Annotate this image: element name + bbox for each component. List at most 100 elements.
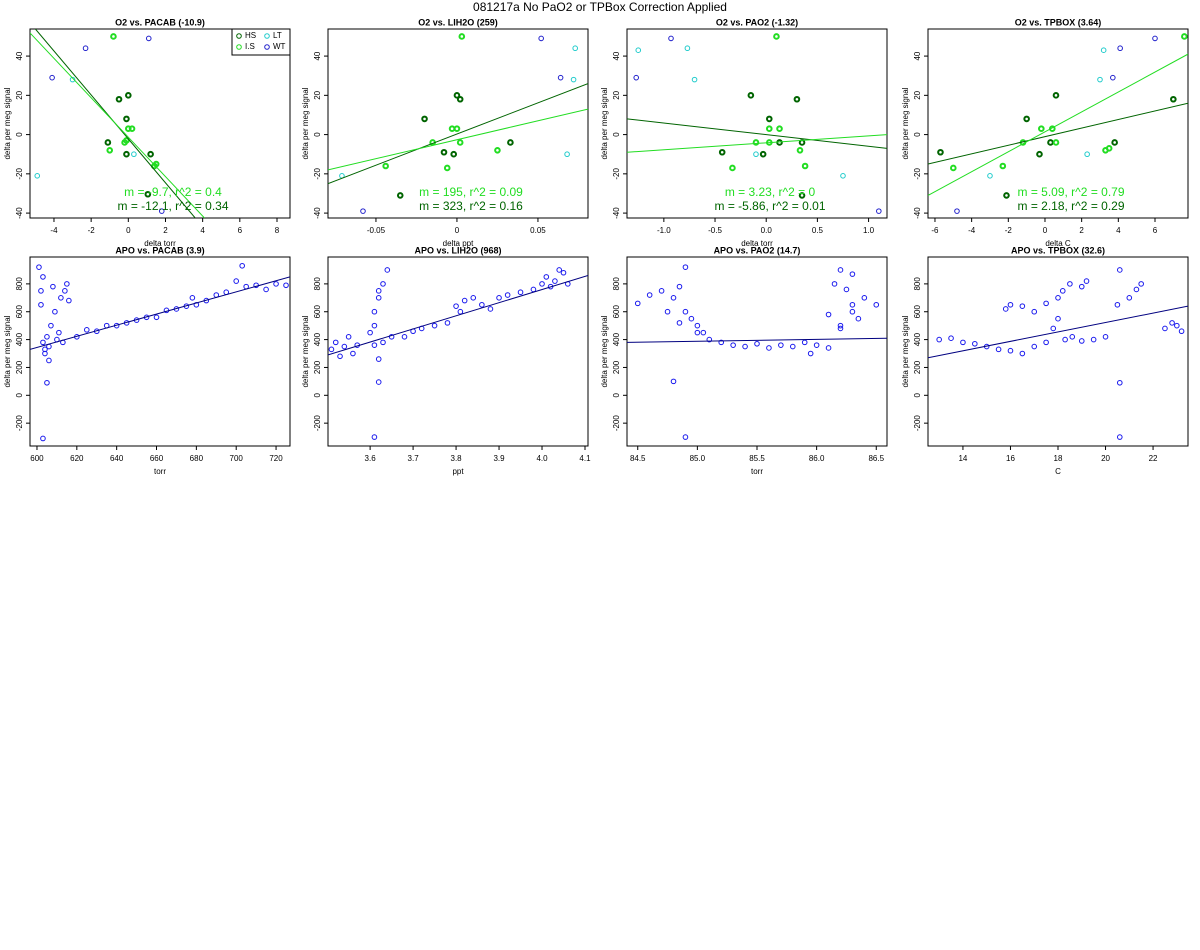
point (49, 74, 55, 81)
point (1110, 74, 1116, 81)
legend-label: LT (273, 31, 282, 40)
y-tick-label: 200 (913, 360, 922, 374)
point (646, 292, 653, 298)
point (239, 262, 245, 269)
y-tick-label: 200 (15, 360, 24, 374)
point (837, 325, 844, 332)
fit-line (30, 276, 290, 350)
fit-line (928, 305, 1188, 359)
legend-box (231, 28, 291, 56)
plot-area (328, 267, 588, 440)
point (401, 334, 408, 340)
point (706, 336, 713, 343)
point (106, 146, 114, 154)
x-tick-label: 620 (70, 454, 84, 463)
point (375, 288, 382, 294)
y-tick-label: -20 (612, 168, 621, 180)
fit-line (928, 53, 1188, 196)
x-tick-label: 22 (1149, 454, 1158, 463)
annotation: m = -9.7, r^2 = 0.4 (124, 185, 222, 199)
plot-area (30, 262, 290, 442)
y-tick-label: 0 (313, 132, 322, 137)
point (937, 148, 944, 156)
x-tick-label: 84.5 (630, 454, 646, 463)
x-tick-label: 3.7 (408, 454, 420, 463)
y-tick-label: -200 (612, 415, 621, 432)
point (1090, 336, 1097, 343)
point (825, 311, 832, 318)
y-tick-label: 400 (15, 332, 24, 346)
point (1116, 434, 1123, 440)
point (729, 164, 736, 172)
point (849, 271, 856, 277)
point (337, 353, 343, 360)
point (948, 335, 954, 341)
y-tick-label: 0 (15, 132, 24, 137)
x-tick-label: 680 (190, 454, 204, 463)
x-tick-label: -0.5 (708, 226, 722, 235)
point (158, 208, 165, 214)
point (700, 329, 707, 336)
point (876, 208, 882, 214)
y-tick-label: 800 (313, 277, 322, 291)
y-tick-label: -20 (313, 168, 322, 180)
plot-frame (927, 28, 1189, 219)
point (396, 192, 404, 199)
point (765, 125, 773, 133)
point (1138, 281, 1144, 287)
point (443, 164, 451, 172)
plot-frame (927, 256, 1189, 447)
x-axis-label: delta torr (144, 239, 176, 248)
point (388, 334, 395, 340)
x-tick-label: -4 (968, 226, 976, 235)
x-tick-label: 720 (269, 454, 283, 463)
point (144, 190, 152, 198)
y-tick-label: -40 (913, 207, 922, 219)
x-tick-label: 1.0 (863, 226, 875, 235)
point (766, 345, 772, 351)
point (371, 308, 378, 315)
point (40, 339, 46, 346)
y-tick-label: 0 (913, 132, 922, 137)
y-tick-label: 800 (612, 277, 621, 291)
y-axis-label: delta per meg signal (301, 87, 310, 159)
point (682, 434, 689, 440)
point (494, 146, 501, 154)
point (789, 343, 796, 350)
panel-title: O2 vs. PAO2 (-1.32) (716, 17, 798, 27)
point (691, 76, 698, 83)
figure-title: 081217a No PaO2 or TPBox Correction Appl… (473, 0, 727, 14)
point (1036, 150, 1043, 158)
point (793, 95, 801, 103)
x-axis-label: delta C (1045, 239, 1071, 248)
y-tick-label: -40 (313, 207, 322, 219)
y-tick-label: 600 (313, 305, 322, 319)
point (1055, 295, 1061, 301)
x-tick-label: 0 (1043, 226, 1048, 235)
point (283, 282, 289, 289)
point (371, 434, 378, 440)
panel: O2 vs. LIH2O (259) delta ppt delta per meg… (301, 17, 589, 248)
y-tick-label: 400 (913, 332, 922, 346)
point (147, 150, 154, 158)
point (189, 295, 196, 301)
point (718, 339, 725, 346)
point (131, 151, 137, 158)
x-tick-label: 18 (1054, 454, 1063, 463)
annotation: m = 195, r^2 = 0.09 (419, 185, 523, 199)
point (837, 267, 844, 273)
x-tick-label: 0.0 (761, 226, 773, 235)
point (1002, 306, 1009, 312)
point (1083, 278, 1090, 284)
y-tick-label: -40 (612, 207, 621, 219)
point (538, 35, 544, 42)
x-tick-label: 3.6 (365, 454, 377, 463)
y-axis-label: delta per meg signal (600, 87, 609, 159)
x-tick-label: 640 (110, 454, 124, 463)
x-tick-label: 4.1 (579, 454, 591, 463)
point (718, 148, 726, 156)
x-tick-label: 20 (1101, 454, 1110, 463)
y-tick-label: 40 (612, 51, 621, 60)
plot-area (30, 29, 205, 218)
legend-label: I.S (245, 42, 255, 51)
